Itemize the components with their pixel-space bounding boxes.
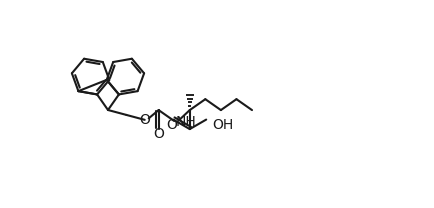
Text: OH: OH [212, 118, 233, 132]
Text: O: O [166, 118, 177, 132]
Text: NH: NH [175, 115, 196, 129]
Text: O: O [139, 113, 150, 127]
Text: O: O [153, 127, 164, 141]
